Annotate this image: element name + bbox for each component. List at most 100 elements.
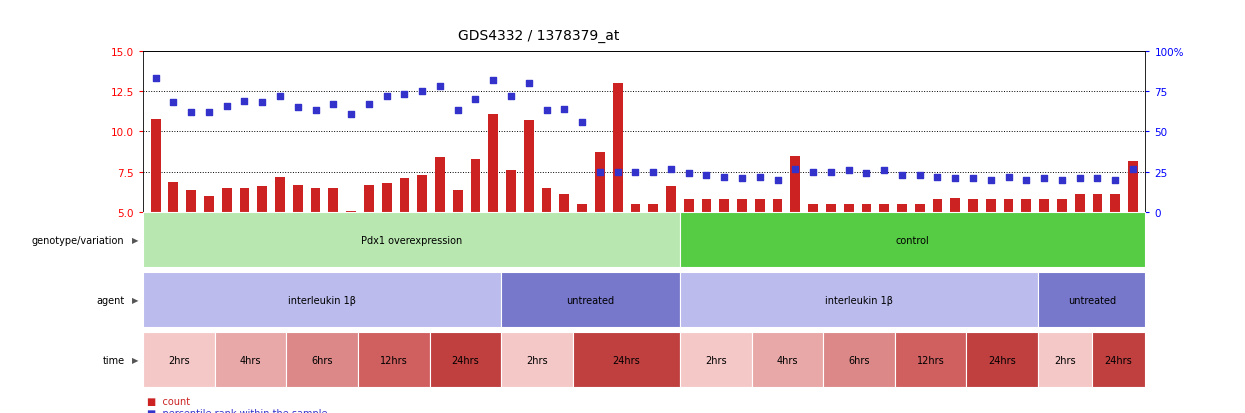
Bar [1057, 200, 1067, 213]
Point [466, 97, 486, 103]
Bar [862, 205, 872, 213]
Point [146, 76, 166, 82]
Bar [382, 184, 391, 213]
Point [910, 172, 930, 179]
Bar [879, 205, 889, 213]
Text: 2hrs: 2hrs [168, 355, 189, 365]
Point [1123, 166, 1143, 173]
Bar [329, 188, 339, 213]
Point [341, 111, 361, 118]
Point [163, 100, 183, 107]
Bar [754, 200, 764, 213]
Point [661, 166, 681, 173]
Bar [293, 185, 303, 213]
Point [359, 102, 378, 108]
Text: 12hrs: 12hrs [916, 355, 945, 365]
Point [217, 103, 237, 110]
Bar [578, 205, 586, 213]
Bar [1074, 195, 1084, 213]
Bar [453, 190, 463, 213]
Bar [986, 200, 996, 213]
Point [981, 177, 1001, 184]
Point [625, 169, 645, 176]
Point [1087, 176, 1107, 182]
Point [182, 109, 202, 116]
Point [500, 93, 520, 100]
Bar [311, 188, 320, 213]
Bar [1003, 200, 1013, 213]
Bar [275, 177, 285, 213]
Point [839, 168, 859, 174]
Bar [507, 171, 515, 213]
Bar [702, 200, 711, 213]
Point [749, 174, 769, 180]
Bar [613, 84, 622, 213]
Bar [825, 205, 835, 213]
Bar [898, 205, 906, 213]
Point [964, 176, 984, 182]
Point [573, 119, 593, 126]
Text: 2hrs: 2hrs [527, 355, 548, 365]
Point [1035, 176, 1055, 182]
Point [253, 100, 273, 107]
Bar [595, 153, 605, 213]
Bar [791, 157, 801, 213]
Bar [364, 185, 374, 213]
Bar [346, 211, 356, 213]
Bar [222, 188, 232, 213]
Text: untreated: untreated [1068, 295, 1116, 305]
Bar [168, 182, 178, 213]
Point [998, 174, 1018, 180]
Bar [649, 205, 659, 213]
Text: 24hrs: 24hrs [989, 355, 1016, 365]
Bar [239, 188, 249, 213]
Bar [471, 159, 481, 213]
Bar [666, 187, 676, 213]
Text: untreated: untreated [566, 295, 615, 305]
Bar [844, 205, 854, 213]
Bar [1040, 200, 1050, 213]
Bar [915, 205, 925, 213]
Bar [559, 195, 569, 213]
Bar [400, 179, 410, 213]
Bar [773, 200, 782, 213]
Text: control: control [896, 235, 930, 245]
Text: interleukin 1β: interleukin 1β [288, 295, 356, 305]
Point [1106, 177, 1125, 184]
Point [483, 77, 503, 84]
Bar [737, 200, 747, 213]
Point [199, 109, 219, 116]
Text: GDS4332 / 1378379_at: GDS4332 / 1378379_at [458, 29, 619, 43]
Text: ▶: ▶ [132, 356, 139, 365]
Point [608, 169, 627, 176]
Text: 24hrs: 24hrs [452, 355, 479, 365]
Point [696, 172, 716, 179]
Text: ▶: ▶ [132, 236, 139, 245]
Point [1016, 177, 1036, 184]
Bar [1021, 200, 1031, 213]
Point [377, 93, 397, 100]
Point [554, 106, 574, 113]
Bar [969, 200, 977, 213]
Point [395, 92, 415, 98]
Point [305, 108, 325, 114]
Point [928, 174, 947, 180]
Text: ▶: ▶ [132, 296, 139, 305]
Bar [1111, 195, 1120, 213]
Point [448, 108, 468, 114]
Point [270, 93, 290, 100]
Text: 2hrs: 2hrs [705, 355, 727, 365]
Point [715, 174, 735, 180]
Bar [524, 121, 534, 213]
Text: 2hrs: 2hrs [1055, 355, 1076, 365]
Point [857, 171, 876, 177]
Text: 4hrs: 4hrs [240, 355, 261, 365]
Point [786, 166, 806, 173]
Text: ■  percentile rank within the sample: ■ percentile rank within the sample [147, 408, 327, 413]
Text: genotype/variation: genotype/variation [32, 235, 124, 245]
Bar [435, 158, 444, 213]
Text: 4hrs: 4hrs [777, 355, 798, 365]
Point [519, 81, 539, 87]
Text: agent: agent [96, 295, 124, 305]
Text: interleukin 1β: interleukin 1β [825, 295, 893, 305]
